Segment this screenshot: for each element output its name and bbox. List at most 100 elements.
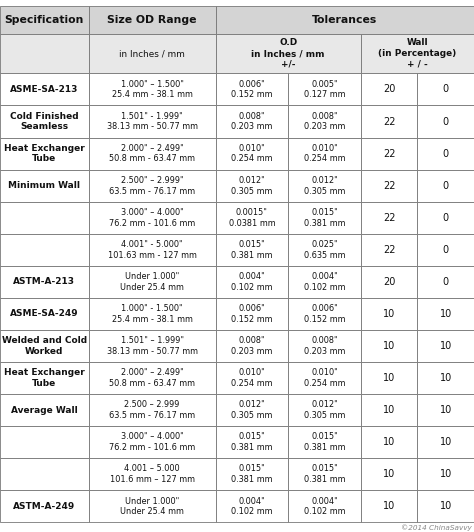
Bar — [288, 234, 361, 266]
Bar — [89, 298, 216, 330]
Bar — [288, 105, 361, 138]
Text: 0.012"
0.305 mm: 0.012" 0.305 mm — [231, 400, 273, 420]
Bar — [361, 491, 417, 522]
Text: 0.025"
0.635 mm: 0.025" 0.635 mm — [304, 240, 345, 260]
Text: 1.501" – 1.999"
38.13 mm - 50.77 mm: 1.501" – 1.999" 38.13 mm - 50.77 mm — [107, 336, 198, 356]
Text: 22: 22 — [383, 117, 395, 127]
Bar — [0, 73, 89, 105]
Bar — [89, 362, 216, 394]
Bar — [216, 6, 474, 34]
Text: 10: 10 — [383, 309, 395, 319]
Text: Size OD Range: Size OD Range — [108, 15, 197, 25]
Bar — [89, 6, 216, 34]
Bar — [89, 234, 216, 266]
Text: 10: 10 — [439, 341, 452, 351]
Bar — [417, 105, 474, 138]
Text: 3.000" – 4.000"
76.2 mm - 101.6 mm: 3.000" – 4.000" 76.2 mm - 101.6 mm — [109, 433, 195, 452]
Text: 2.000" – 2.499"
50.8 mm - 63.47 mm: 2.000" – 2.499" 50.8 mm - 63.47 mm — [109, 144, 195, 163]
Text: 22: 22 — [383, 213, 395, 223]
Text: Heat Exchanger
Tube: Heat Exchanger Tube — [4, 144, 85, 163]
Text: 0: 0 — [443, 213, 449, 223]
Text: 0.006"
0.152 mm: 0.006" 0.152 mm — [231, 304, 273, 324]
Text: 1.501" - 1.999"
38.13 mm - 50.77 mm: 1.501" - 1.999" 38.13 mm - 50.77 mm — [107, 112, 198, 131]
Bar — [288, 170, 361, 202]
Text: 0.004"
0.102 mm: 0.004" 0.102 mm — [304, 496, 345, 516]
Bar — [89, 426, 216, 458]
Text: Welded and Cold
Worked: Welded and Cold Worked — [2, 336, 87, 356]
Bar — [288, 491, 361, 522]
Bar — [417, 73, 474, 105]
Text: 10: 10 — [439, 309, 452, 319]
Text: 0: 0 — [443, 148, 449, 159]
Text: 0.004"
0.102 mm: 0.004" 0.102 mm — [231, 496, 273, 516]
Text: 22: 22 — [383, 245, 395, 255]
Bar — [0, 394, 89, 426]
Text: ASME-SA-249: ASME-SA-249 — [10, 310, 79, 319]
Bar — [216, 362, 288, 394]
Bar — [361, 34, 474, 73]
Bar — [0, 170, 89, 202]
Bar — [417, 170, 474, 202]
Bar — [89, 491, 216, 522]
Text: Under 1.000"
Under 25.4 mm: Under 1.000" Under 25.4 mm — [120, 272, 184, 292]
Bar — [89, 394, 216, 426]
Text: 0: 0 — [443, 85, 449, 95]
Text: 0.010"
0.254 mm: 0.010" 0.254 mm — [304, 144, 345, 163]
Bar — [417, 298, 474, 330]
Text: 0.012"
0.305 mm: 0.012" 0.305 mm — [304, 400, 345, 420]
Bar — [417, 394, 474, 426]
Bar — [361, 330, 417, 362]
Bar — [288, 330, 361, 362]
Bar — [361, 426, 417, 458]
Text: 1.000" – 1.500"
25.4 mm - 38.1 mm: 1.000" – 1.500" 25.4 mm - 38.1 mm — [112, 80, 192, 99]
Bar — [216, 202, 288, 234]
Text: 10: 10 — [439, 501, 452, 511]
Bar — [417, 266, 474, 298]
Bar — [361, 394, 417, 426]
Bar — [361, 73, 417, 105]
Text: 10: 10 — [439, 373, 452, 383]
Text: 0.010"
0.254 mm: 0.010" 0.254 mm — [304, 368, 345, 388]
Bar — [216, 458, 288, 491]
Bar — [288, 298, 361, 330]
Text: 10: 10 — [439, 437, 452, 447]
Bar — [417, 138, 474, 170]
Bar — [361, 458, 417, 491]
Text: 0.0015"
0.0381 mm: 0.0015" 0.0381 mm — [228, 208, 275, 228]
Text: 0.015"
0.381 mm: 0.015" 0.381 mm — [304, 433, 345, 452]
Bar — [0, 266, 89, 298]
Text: 0.008"
0.203 mm: 0.008" 0.203 mm — [231, 112, 273, 131]
Text: 10: 10 — [383, 405, 395, 415]
Bar — [288, 73, 361, 105]
Text: 22: 22 — [383, 148, 395, 159]
Text: 0.010"
0.254 mm: 0.010" 0.254 mm — [231, 368, 273, 388]
Bar — [216, 138, 288, 170]
Text: 0: 0 — [443, 245, 449, 255]
Text: Heat Exchanger
Tube: Heat Exchanger Tube — [4, 368, 85, 388]
Text: 0: 0 — [443, 117, 449, 127]
Bar — [216, 426, 288, 458]
Bar — [0, 426, 89, 458]
Bar — [0, 234, 89, 266]
Text: 20: 20 — [383, 85, 395, 95]
Bar — [417, 202, 474, 234]
Bar — [361, 234, 417, 266]
Text: 0.004"
0.102 mm: 0.004" 0.102 mm — [231, 272, 273, 292]
Bar — [216, 394, 288, 426]
Text: 0.010"
0.254 mm: 0.010" 0.254 mm — [231, 144, 273, 163]
Text: 0.008"
0.203 mm: 0.008" 0.203 mm — [304, 336, 345, 356]
Bar — [0, 362, 89, 394]
Text: in Inches / mm: in Inches / mm — [119, 49, 185, 58]
Bar — [417, 330, 474, 362]
Text: 0.006"
0.152 mm: 0.006" 0.152 mm — [304, 304, 345, 324]
Bar — [89, 170, 216, 202]
Text: 3.000" – 4.000"
76.2 mm - 101.6 mm: 3.000" – 4.000" 76.2 mm - 101.6 mm — [109, 208, 195, 228]
Bar — [361, 266, 417, 298]
Text: 0.008"
0.203 mm: 0.008" 0.203 mm — [304, 112, 345, 131]
Bar — [89, 138, 216, 170]
Bar — [361, 202, 417, 234]
Text: 2.500" – 2.999"
63.5 mm - 76.17 mm: 2.500" – 2.999" 63.5 mm - 76.17 mm — [109, 176, 195, 196]
Bar — [361, 170, 417, 202]
Bar — [417, 234, 474, 266]
Text: ASTM-A-213: ASTM-A-213 — [13, 277, 75, 286]
